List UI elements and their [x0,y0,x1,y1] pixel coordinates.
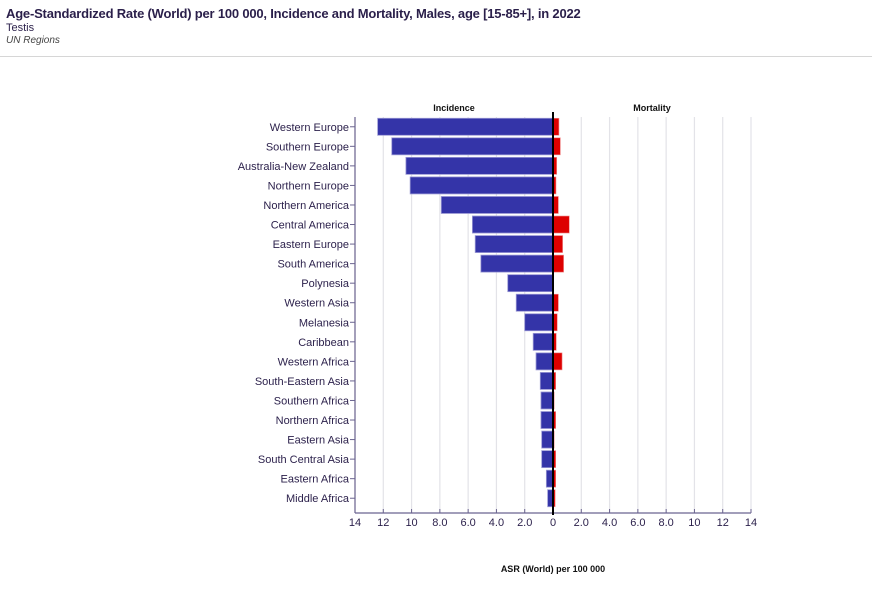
x-tick-label: 12 [377,517,389,529]
x-tick-label: 4.0 [602,517,617,529]
incidence-bar [541,450,554,469]
x-tick-label: 0 [550,517,556,529]
category-label: South-Eastern Asia [255,376,350,388]
x-axis-title: ASR (World) per 100 000 [501,564,605,574]
x-tick-label: 2.0 [517,517,532,529]
chart-subtitle: Testis [6,22,35,34]
incidence-bar [391,137,554,156]
incidence-bar [474,235,554,253]
category-label: Northern Africa [276,415,350,427]
incidence-bar [524,313,554,332]
incidence-bar [535,352,554,371]
incidence-bar [507,274,554,293]
incidence-bar [539,372,554,390]
category-label: Eastern Europe [273,239,349,251]
header-divider [0,56,872,57]
incidence-bar [540,391,554,410]
chart-region-label: UN Regions [6,35,60,46]
panel-label-mortality: Mortality [633,103,671,113]
chart-header: Age-Standardized Rate (World) per 100 00… [6,6,872,46]
category-label: Northern America [263,200,349,212]
category-label: Eastern Asia [287,435,350,447]
mortality-bar [552,137,561,156]
category-label: Eastern Africa [281,474,350,486]
incidence-bar [440,196,554,214]
mortality-bar [552,254,564,273]
incidence-bar [541,430,554,449]
mortality-bar [552,352,563,371]
category-label: Western Europe [270,122,349,134]
category-label: Central America [271,220,350,232]
x-tick-label: 4.0 [489,517,504,529]
category-label: Polynesia [301,278,350,290]
incidence-bar [532,332,554,351]
category-label: South America [277,259,349,271]
category-label: Melanesia [299,317,350,329]
x-tick-label: 2.0 [574,517,589,529]
category-label: Northern Europe [268,180,349,192]
x-tick-label: 8.0 [658,517,673,529]
category-labels: Western Europe Southern Europe Australia-N… [238,122,355,505]
mortality-bar [552,215,570,234]
panel-label-incidence: Incidence [433,103,475,113]
axes: 14 12 10 8.0 6.0 4.0 2.0 0 2.0 4.0 6.0 8.0 10 12 14 [349,112,757,529]
incidence-bar [409,176,554,195]
category-label: Australia-New Zealand [238,161,349,173]
incidence-bar [480,254,554,273]
category-label: Western Asia [284,298,349,310]
incidence-bar [515,293,554,312]
bars [377,117,570,508]
incidence-bar [405,156,554,175]
category-label: Middle Africa [286,493,350,505]
x-tick-label: 10 [405,517,417,529]
x-tick-label: 14 [745,517,757,529]
incidence-bar [471,215,554,234]
x-tick-label: 6.0 [460,517,475,529]
x-tick-label: 14 [349,517,361,529]
category-label: South Central Asia [258,454,350,466]
category-label: Caribbean [298,337,349,349]
x-tick-label: 12 [717,517,729,529]
mortality-bar [552,235,563,253]
x-tick-label: 10 [688,517,700,529]
category-label: Southern Europe [266,141,349,153]
x-tick-label: 8.0 [432,517,447,529]
chart-title: Age-Standardized Rate (World) per 100 00… [6,6,581,21]
category-label: Southern Africa [274,395,350,407]
incidence-bar [377,117,554,136]
incidence-bar [540,411,554,429]
category-label: Western Africa [278,356,350,368]
x-tick-label: 6.0 [630,517,645,529]
